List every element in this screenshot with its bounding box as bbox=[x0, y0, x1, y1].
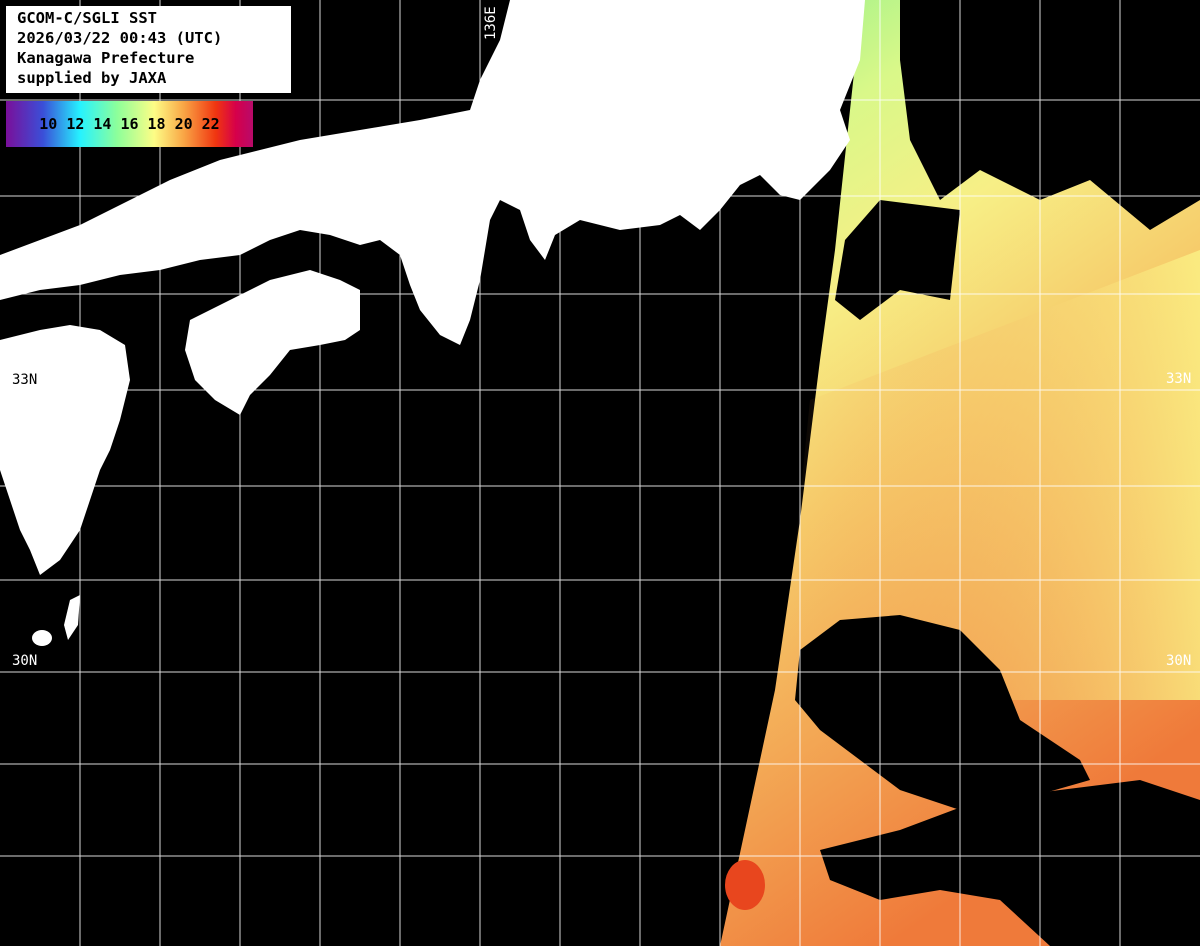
sst-warm-west bbox=[780, 250, 1200, 700]
colorbar-tick: 22 bbox=[201, 115, 220, 133]
colorbar-tick: 14 bbox=[93, 115, 112, 133]
colorbar-tick: 18 bbox=[147, 115, 166, 133]
land-island-2 bbox=[32, 630, 52, 646]
title-line-prefecture: Kanagawa Prefecture bbox=[17, 49, 195, 67]
colorbar-tick: 20 bbox=[174, 115, 193, 133]
lat-label-33n-right: 33N bbox=[1166, 371, 1192, 387]
title-line-product: GCOM-C/SGLI SST bbox=[17, 9, 157, 27]
warm-patch bbox=[725, 860, 765, 910]
land bbox=[0, 0, 865, 646]
lat-label-30n-left: 30N bbox=[12, 653, 38, 669]
color-scale-bar: 10 12 14 16 18 20 22 bbox=[6, 101, 253, 147]
cloud-mask bbox=[795, 0, 1200, 946]
title-box: GCOM-C/SGLI SST 2026/03/22 00:43 (UTC) K… bbox=[6, 6, 291, 93]
land-kyushu bbox=[0, 325, 130, 575]
title-line-datetime: 2026/03/22 00:43 (UTC) bbox=[17, 29, 223, 47]
lon-label-136e: 136E bbox=[483, 6, 499, 40]
title-line-credit: supplied by JAXA bbox=[17, 69, 167, 87]
colorbar-tick: 10 bbox=[39, 115, 58, 133]
lat-label-33n-left: 33N bbox=[12, 372, 38, 388]
land-island-1 bbox=[64, 595, 80, 640]
colorbar-tick: 16 bbox=[120, 115, 139, 133]
lat-label-30n-right: 30N bbox=[1166, 653, 1192, 669]
colorbar-tick: 12 bbox=[66, 115, 85, 133]
land-honshu bbox=[0, 0, 865, 345]
land-shikoku bbox=[185, 270, 360, 415]
